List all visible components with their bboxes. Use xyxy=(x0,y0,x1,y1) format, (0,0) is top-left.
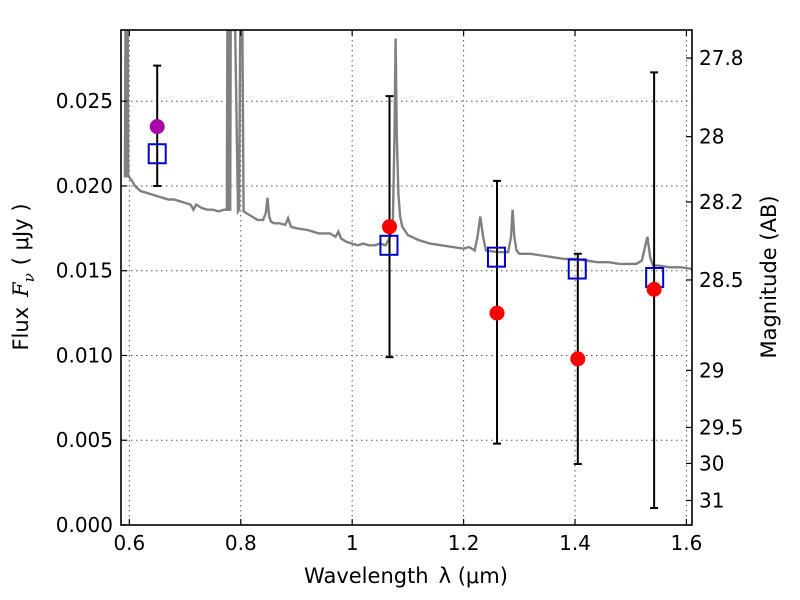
y2-tick-label: 28.2 xyxy=(699,190,744,214)
spectrum-line xyxy=(123,30,692,271)
x-tick-label: 1.2 xyxy=(448,531,480,555)
model-square-marker xyxy=(379,234,399,256)
model-spectrum xyxy=(123,30,692,271)
y2-tick-label: 29.5 xyxy=(699,415,744,439)
y-tick-label: 0.020 xyxy=(56,174,113,198)
y2-tick-label: 27.8 xyxy=(699,46,744,70)
model-photometry-markers xyxy=(147,143,665,288)
y-tick-label: 0.015 xyxy=(56,259,113,283)
plot-frame xyxy=(120,29,693,526)
x-tick-label: 0.6 xyxy=(113,531,145,555)
x-tick-label: 1.4 xyxy=(559,531,591,555)
y2-tick-label: 30 xyxy=(699,451,724,475)
observed-photometry-markers xyxy=(149,119,662,367)
y2-axis-title: Magnitude (AB) xyxy=(757,195,781,358)
grid xyxy=(121,30,692,526)
y-axis-title: FluxFν( μJy ) xyxy=(9,203,38,350)
model-square-marker xyxy=(567,258,587,280)
observed-circle-marker xyxy=(149,119,165,135)
y-tick-label: 0.000 xyxy=(56,513,113,537)
y-tick-label: 0.005 xyxy=(56,428,113,452)
y-tick-label: 0.025 xyxy=(56,89,113,113)
observed-circle-marker xyxy=(570,351,586,367)
x-tick-label: 1.6 xyxy=(671,531,703,555)
observed-circle-marker xyxy=(646,281,662,297)
model-square-marker xyxy=(147,143,167,165)
y2-tick-label: 29 xyxy=(699,358,724,382)
observed-circle-marker xyxy=(489,305,505,321)
y2-tick-label: 31 xyxy=(699,488,724,512)
observed-circle-marker xyxy=(382,219,398,235)
x-tick-label: 0.8 xyxy=(225,531,257,555)
x-axis-title: Wavelength λ (μm) xyxy=(304,564,508,588)
y-tick-label: 0.010 xyxy=(56,343,113,367)
y2-tick-label: 28 xyxy=(699,125,724,149)
axes: 0.6 0.8 1 1.2 1.4 1.6 0.000 0.005 0.010 0.015 0.02… xyxy=(56,29,744,555)
model-square-marker xyxy=(486,246,506,268)
y2-tick-label: 28.5 xyxy=(699,268,744,292)
x-tick-label: 1 xyxy=(346,531,359,555)
